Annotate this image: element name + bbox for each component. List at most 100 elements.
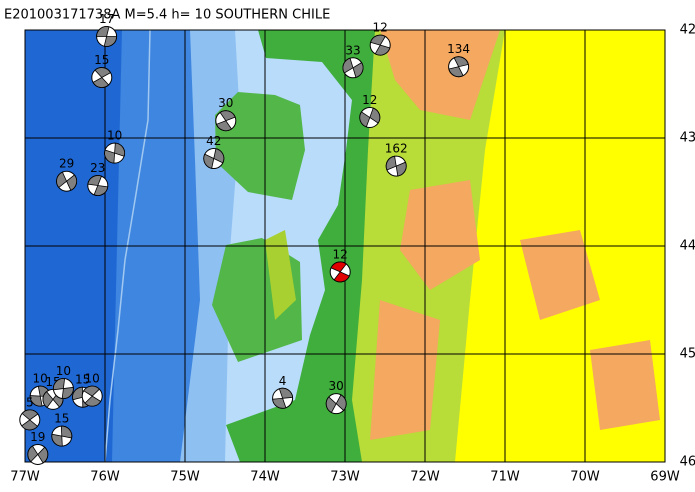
beachball-compression <box>213 148 225 164</box>
event-depth: 23 <box>90 161 105 175</box>
event-depth: 10 <box>33 372 48 386</box>
beachball-compression <box>42 391 54 409</box>
high-terrain <box>400 180 480 290</box>
beachball-compression <box>342 57 354 74</box>
beachball <box>215 110 237 132</box>
beachball-compression <box>84 395 102 407</box>
beachball-compression <box>93 185 109 196</box>
beachball-compression <box>87 175 103 186</box>
beachball-compression <box>335 394 347 411</box>
beachball-compression <box>374 44 391 56</box>
beachball <box>52 378 74 400</box>
beachball-compression <box>369 107 381 124</box>
event-depth: 15 <box>94 53 109 67</box>
beachball-compression <box>352 62 364 78</box>
event-depth: 10 <box>56 364 71 378</box>
beachball <box>19 409 41 431</box>
event-depth: 15 <box>75 373 90 387</box>
beachball <box>329 261 351 283</box>
event-depth: 30 <box>329 379 344 393</box>
beachball <box>27 443 49 465</box>
beachball <box>96 25 118 47</box>
beachball-compression <box>66 174 77 191</box>
event-depth: 134 <box>447 42 470 56</box>
x-tick-label: 70W <box>570 470 600 485</box>
event-depth: 12 <box>373 21 388 35</box>
beachball-compression <box>92 77 110 88</box>
x-tick-label: 77W <box>10 470 40 485</box>
beachball-compression <box>330 261 347 273</box>
beachball <box>56 170 78 192</box>
event-depth: 29 <box>59 157 74 171</box>
beachball-compression <box>21 419 39 431</box>
beachball <box>87 175 109 197</box>
island-high <box>265 230 296 320</box>
high-terrain <box>520 230 600 320</box>
beachball <box>325 393 347 415</box>
beachball-compression <box>27 445 39 463</box>
chiloe-island <box>215 92 305 200</box>
y-tick-label: 45S <box>680 347 695 362</box>
x-tick-label: 72W <box>410 470 440 485</box>
beachball <box>385 155 407 177</box>
map-frame <box>24 29 666 463</box>
beachball-compression <box>215 120 233 132</box>
beachball-compression <box>104 149 116 164</box>
beachball <box>342 57 364 79</box>
beachball-compression <box>359 111 371 128</box>
y-tick-label: 44S <box>680 239 695 254</box>
event-depth: 162 <box>385 142 408 156</box>
event-depth: 5 <box>26 395 34 409</box>
beachball-compression <box>60 425 73 439</box>
beachball <box>91 67 113 89</box>
beachball-compression <box>272 397 287 409</box>
event-depth: 10 <box>107 129 122 143</box>
beachball-compression <box>96 26 110 37</box>
beachball-compression <box>83 385 100 397</box>
beachball <box>272 387 294 409</box>
x-tick-label: 69W <box>650 470 680 485</box>
beachball-compression <box>53 378 66 391</box>
high-terrain <box>380 30 500 120</box>
event-depth: 15 <box>54 412 69 426</box>
beachball-compression <box>203 153 215 169</box>
x-tick-label: 74W <box>250 470 280 485</box>
event-depth: 12 <box>333 247 348 261</box>
beachball <box>359 106 381 128</box>
map-title: E201003171738A M=5.4 h= 10 SOUTHERN CHIL… <box>4 8 330 23</box>
x-tick-label: 73W <box>330 470 360 485</box>
beachball-compression <box>37 446 49 464</box>
y-tick-label: 46S <box>680 455 695 470</box>
beachball-compression <box>278 387 294 399</box>
beachball-compression <box>21 409 39 421</box>
high-terrain <box>370 300 440 440</box>
beachball <box>104 142 126 164</box>
beachball-compression <box>51 433 63 447</box>
beachball-compression <box>94 67 112 79</box>
beachball-compression <box>61 386 74 399</box>
beachball <box>448 56 470 78</box>
beachball-compression <box>333 271 350 283</box>
x-tick-label: 76W <box>90 470 120 485</box>
event-depth: 19 <box>30 430 45 444</box>
y-tick-label: 42S <box>680 23 695 38</box>
event-depth: 17 <box>99 12 114 26</box>
beachball-compression <box>370 34 386 46</box>
beachball <box>81 385 103 407</box>
event-depth: 12 <box>362 93 377 107</box>
beachball-compression <box>395 161 407 177</box>
beachball-compression <box>448 66 464 78</box>
beachball-compression <box>29 395 43 407</box>
beachball-compression <box>56 171 68 189</box>
event-depth: 4 <box>279 374 287 388</box>
event-depth: 30 <box>218 96 233 110</box>
beachball-compression <box>325 396 337 414</box>
beachball-compression <box>385 155 397 171</box>
beachball-compression <box>72 386 84 401</box>
beachball-compression <box>103 36 118 47</box>
high-terrain <box>590 340 660 430</box>
event-depth: 10 <box>85 372 100 386</box>
beachball-compression <box>114 142 125 157</box>
beachball <box>51 425 73 447</box>
